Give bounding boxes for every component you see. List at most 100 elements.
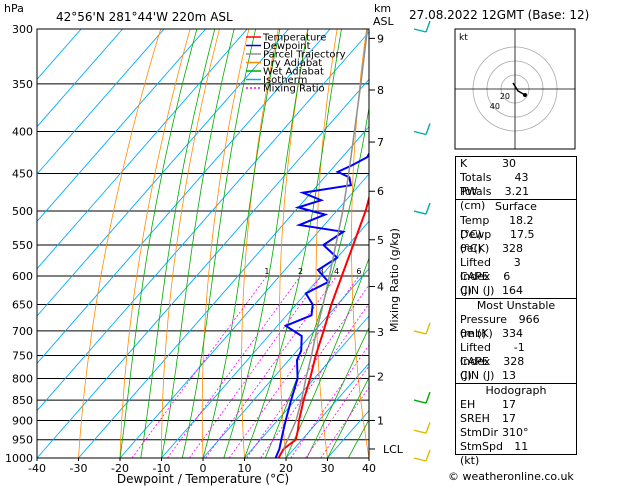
isotherm-line: [37, 29, 289, 317]
isotherm-line: [37, 78, 369, 458]
height-tick-label: 7: [377, 136, 384, 149]
index-value: 164: [502, 284, 523, 297]
height-tick-label: LCL: [383, 443, 404, 456]
height-tick-label: 5: [377, 234, 384, 247]
index-row: StmSpd (kt) 11: [456, 440, 576, 467]
index-value: 30: [502, 157, 516, 170]
index-value: 334: [502, 327, 523, 340]
mixing-ratio-label: 16: [412, 267, 422, 276]
dry-adiabat-line: [572, 29, 629, 458]
x-axis-label: Dewpoint / Temperature (°C): [117, 472, 289, 486]
mixing-ratio-label: 8: [373, 267, 378, 276]
mixing-ratio-line: [189, 275, 322, 458]
x-tick-label: -30: [70, 462, 88, 475]
index-label: Lifted Index: [460, 256, 491, 283]
index-label: θe (K): [460, 327, 493, 340]
series-temperature: [277, 194, 369, 458]
x-tick-label: -40: [28, 462, 46, 475]
index-value: 13: [502, 369, 516, 382]
hodograph-storm-motion: [523, 93, 527, 97]
dry-adiabat-line: [351, 29, 369, 458]
mixing-ratio-line: [305, 365, 369, 458]
index-label: CAPE (J): [460, 355, 489, 382]
index-row: CIN (J) 13: [456, 369, 576, 383]
grid-lines: 1 2 3 4 6 8 10 16 20 25: [37, 29, 629, 458]
indices-surface: Temp (°C) 18.2 Dewp (°C) 17.5 θe(K) 328 Lifted…: [456, 214, 576, 298]
index-row: Lifted Index 3: [456, 256, 576, 283]
dry-adiabat-line: [78, 29, 162, 458]
index-label: StmSpd (kt): [460, 440, 503, 467]
dry-adiabat-line: [419, 29, 452, 458]
mixing-ratio-label: 20: [426, 267, 436, 276]
wind-barb-500: [413, 210, 427, 215]
pressure-tick-label: 950: [12, 434, 33, 447]
isotherm-line: [285, 362, 369, 458]
wind-barb-1000: [413, 457, 427, 462]
wind-barb-925: [413, 429, 427, 434]
index-label: Lifted Index: [460, 341, 491, 368]
x-tick-label: -20: [111, 462, 129, 475]
pressure-tick-label: 550: [12, 239, 33, 252]
height-tick-label: 4: [377, 281, 384, 294]
height-tick-label: 6: [377, 185, 384, 198]
hodograph-trace: [512, 82, 526, 96]
index-row: Dewp (°C) 17.5: [456, 228, 576, 255]
index-value: 17: [502, 412, 516, 425]
index-label: Temp (°C): [460, 214, 490, 241]
height-tick-label: 1: [377, 414, 384, 427]
datetime-label: 27.08.2022 12GMT (Base: 12): [409, 8, 589, 22]
mixing-ratio-label: 4: [334, 267, 339, 276]
index-row: PW (cm) 3.21: [456, 185, 576, 212]
index-label: SREH: [460, 412, 490, 425]
index-label: StmDir: [460, 426, 499, 439]
mixing-ratio-label: 2: [298, 267, 303, 276]
indices-hodograph: EH 17 SREH 17 StmDir 310° StmSpd (kt) 11: [456, 398, 576, 467]
dry-adiabat-line: [201, 29, 250, 458]
x-tick-label: 0: [200, 462, 207, 475]
pressure-tick-label: 800: [12, 372, 33, 385]
isotherm-line: [37, 29, 165, 175]
wind-barbs: [413, 20, 431, 462]
mixing-ratio-line: [167, 275, 301, 458]
index-label: K: [460, 157, 468, 170]
mixing-ratio-line: [131, 275, 268, 458]
index-row: θe(K) 328: [456, 242, 576, 256]
axes: 3003504004505005506006507007508008509009…: [5, 23, 404, 475]
index-label: CAPE (J): [460, 270, 489, 297]
wet-adiabat-line: [223, 29, 309, 458]
pressure-tick-label: 900: [12, 414, 33, 427]
index-value: 43: [514, 171, 529, 184]
pressure-tick-label: 1000: [5, 452, 33, 465]
index-label: θe(K): [460, 242, 490, 255]
index-row: CAPE (J) 328: [456, 355, 576, 382]
index-label: CIN (J): [460, 284, 495, 297]
wet-adiabat-line: [327, 376, 369, 458]
isotherm-line: [119, 173, 369, 458]
series-dewpoint: [274, 151, 369, 458]
index-label: EH: [460, 398, 476, 411]
legend-entry: Parcel Trajectory: [263, 50, 346, 61]
wet-adiabat-line: [119, 29, 198, 458]
wind-barb-flag-500: [425, 202, 431, 215]
index-label: Dewp (°C): [460, 228, 492, 255]
index-row: θe (K) 334: [456, 327, 576, 341]
legend-entry: Mixing Ratio: [263, 84, 325, 95]
mixing-ratio-line: [260, 302, 369, 458]
index-row: SREH 17: [456, 412, 576, 426]
wet-adiabat-line: [285, 257, 369, 458]
hodograph-ring-label: 40: [490, 102, 500, 111]
pressure-tick-label: 750: [12, 349, 33, 362]
x-tick-label: -10: [153, 462, 171, 475]
wind-barb-flag-400: [425, 123, 431, 135]
indices-unstable: Pressure (mb) 966 θe (K) 334 Lifted Index -1 C…: [456, 313, 576, 383]
index-row: Temp (°C) 18.2: [456, 214, 576, 241]
surface-title: Surface: [456, 199, 576, 214]
km-label: km: [374, 2, 391, 15]
wet-adiabat-line: [202, 29, 281, 458]
wind-barb-700: [413, 330, 427, 335]
index-value: 11: [514, 440, 529, 453]
asl-label: ASL: [373, 15, 395, 28]
wind-barb-850: [413, 399, 427, 404]
legend-entry: Isotherm: [263, 75, 307, 86]
